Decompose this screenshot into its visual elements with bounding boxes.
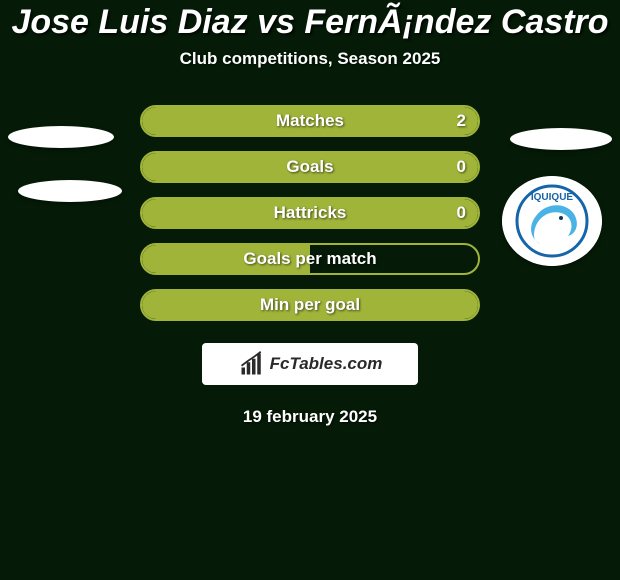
stat-row-hattricks: Hattricks 0 xyxy=(140,197,480,229)
stat-row-goals: Goals 0 xyxy=(140,151,480,183)
page-subtitle: Club competitions, Season 2025 xyxy=(0,49,620,69)
right-player-placeholder xyxy=(510,128,612,150)
stat-label: Goals xyxy=(286,157,333,177)
stat-value-right: 0 xyxy=(457,203,466,223)
stat-row-goals-per-match: Goals per match xyxy=(140,243,480,275)
page-title: Jose Luis Diaz vs FernÃ¡ndez Castro xyxy=(0,4,620,41)
stat-row-min-per-goal: Min per goal xyxy=(140,289,480,321)
left-player-placeholder-2 xyxy=(18,180,122,202)
right-team-badge: IQUIQUE xyxy=(502,176,602,266)
chart-icon xyxy=(238,350,266,378)
brand-box: FcTables.com xyxy=(202,343,418,385)
stat-label: Matches xyxy=(276,111,344,131)
stat-value-right: 0 xyxy=(457,157,466,177)
stat-label: Goals per match xyxy=(243,249,376,269)
team-name-text: IQUIQUE xyxy=(531,192,574,203)
stat-label: Hattricks xyxy=(274,203,347,223)
stat-value-right: 2 xyxy=(457,111,466,131)
brand-text: FcTables.com xyxy=(270,354,383,374)
date-text: 19 february 2025 xyxy=(0,407,620,427)
left-player-placeholder-1 xyxy=(8,126,114,148)
comparison-card: Jose Luis Diaz vs FernÃ¡ndez Castro Club… xyxy=(0,0,620,580)
team-logo-iquique: IQUIQUE xyxy=(502,176,602,266)
stat-row-matches: Matches 2 xyxy=(140,105,480,137)
stat-label: Min per goal xyxy=(260,295,360,315)
